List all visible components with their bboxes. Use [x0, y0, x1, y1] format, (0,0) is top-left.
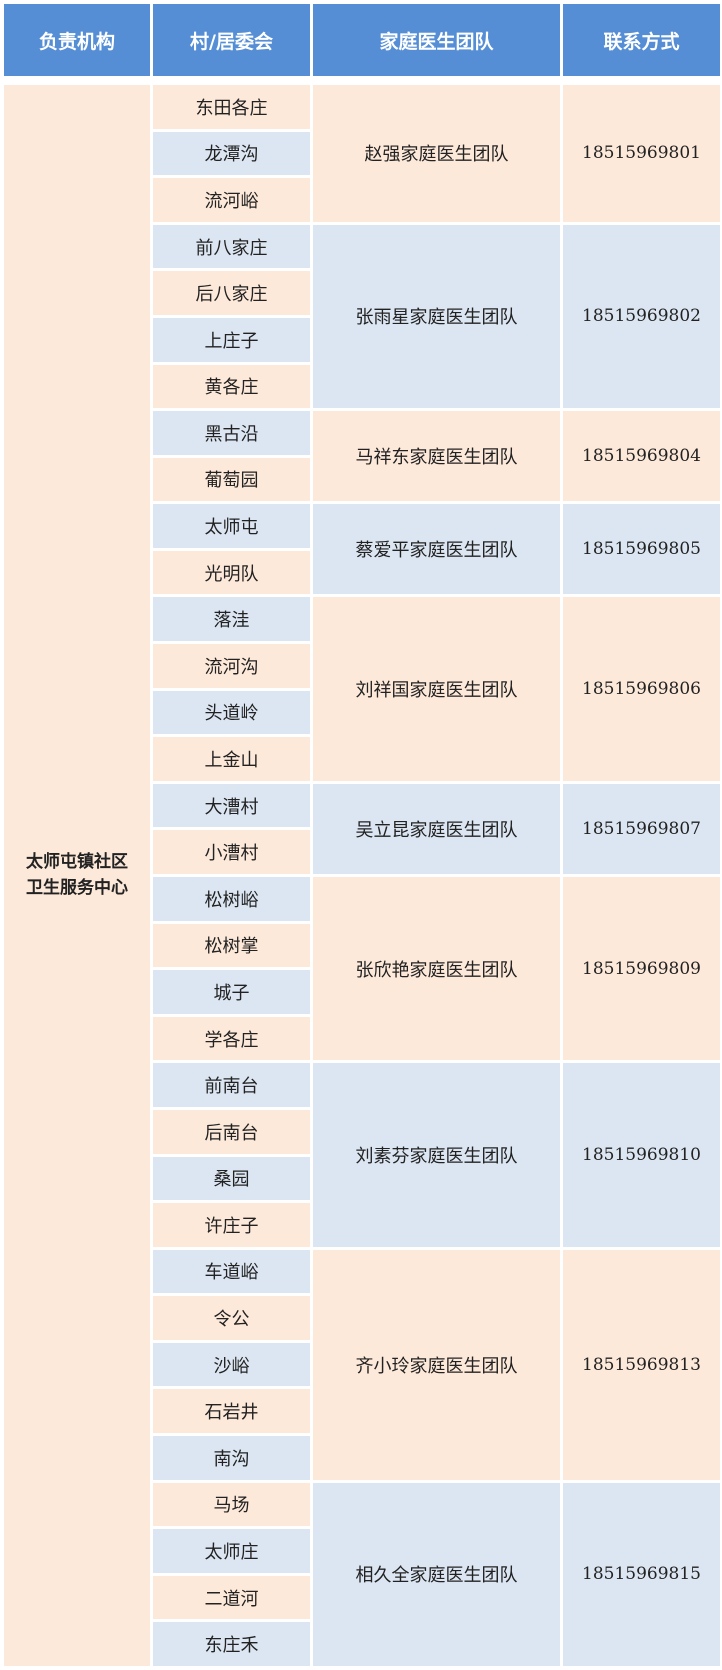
phone-cell: 18515969804 — [563, 411, 720, 502]
team-cell: 赵强家庭医生团队 — [313, 85, 560, 222]
village-cell: 令公 — [153, 1296, 310, 1340]
village-cell: 上金山 — [153, 737, 310, 781]
village-cell: 后南台 — [153, 1109, 310, 1154]
phone-cell: 18515969809 — [563, 876, 720, 1061]
village-cell: 龙潭沟 — [153, 131, 310, 176]
village-cell: 沙峪 — [153, 1342, 310, 1387]
village-cell: 前八家庄 — [153, 224, 310, 269]
team-cell: 马祥东家庭医生团队 — [313, 411, 560, 502]
village-cell: 上庄子 — [153, 317, 310, 362]
team-cell: 蔡爱平家庭医生团队 — [313, 504, 560, 595]
team-cell: 齐小玲家庭医生团队 — [313, 1249, 560, 1480]
village-cell: 葡萄园 — [153, 457, 310, 502]
phone-cell: 18515969815 — [563, 1482, 720, 1666]
village-cell: 城子 — [153, 970, 310, 1014]
village-cell: 黑古沿 — [153, 411, 310, 455]
village-cell: 流河沟 — [153, 644, 310, 688]
column-header: 村/居委会 — [153, 4, 310, 76]
village-cell: 许庄子 — [153, 1203, 310, 1247]
phone-cell: 18515969807 — [563, 783, 720, 874]
village-cell: 南沟 — [153, 1436, 310, 1480]
column-header: 负责机构 — [4, 4, 150, 76]
village-cell: 车道峪 — [153, 1249, 310, 1294]
village-cell: 桑园 — [153, 1156, 310, 1201]
village-cell: 东庄禾 — [153, 1622, 310, 1666]
organization-name-line: 卫生服务中心 — [26, 878, 128, 899]
village-cell: 松树掌 — [153, 923, 310, 968]
organization-name-line: 太师屯镇社区 — [26, 852, 128, 873]
phone-cell: 18515969813 — [563, 1249, 720, 1480]
column-header: 联系方式 — [563, 4, 720, 76]
village-cell: 大漕村 — [153, 783, 310, 828]
village-cell: 小漕村 — [153, 830, 310, 874]
phone-cell: 18515969802 — [563, 224, 720, 409]
team-cell: 相久全家庭医生团队 — [313, 1482, 560, 1666]
team-cell: 张欣艳家庭医生团队 — [313, 876, 560, 1061]
village-cell: 光明队 — [153, 550, 310, 595]
village-cell: 黄各庄 — [153, 364, 310, 409]
village-cell: 二道河 — [153, 1575, 310, 1620]
village-cell: 马场 — [153, 1482, 310, 1527]
village-cell: 落洼 — [153, 597, 310, 642]
team-cell: 张雨星家庭医生团队 — [313, 224, 560, 409]
village-cell: 学各庄 — [153, 1016, 310, 1061]
village-cell: 太师屯 — [153, 504, 310, 548]
village-cell: 前南台 — [153, 1063, 310, 1107]
village-cell: 松树峪 — [153, 876, 310, 921]
team-cell: 刘素芬家庭医生团队 — [313, 1063, 560, 1247]
phone-cell: 18515969806 — [563, 597, 720, 781]
team-cell: 刘祥国家庭医生团队 — [313, 597, 560, 781]
village-cell: 后八家庄 — [153, 271, 310, 315]
phone-cell: 18515969801 — [563, 85, 720, 222]
village-cell: 头道岭 — [153, 690, 310, 735]
village-cell: 东田各庄 — [153, 85, 310, 129]
village-cell: 太师庄 — [153, 1529, 310, 1573]
village-cell: 石岩井 — [153, 1389, 310, 1434]
column-header: 家庭医生团队 — [313, 4, 560, 76]
phone-cell: 18515969810 — [563, 1063, 720, 1247]
team-cell: 吴立昆家庭医生团队 — [313, 783, 560, 874]
phone-cell: 18515969805 — [563, 504, 720, 595]
organization-cell: 太师屯镇社区 卫生服务中心 — [4, 85, 150, 1666]
village-cell: 流河峪 — [153, 178, 310, 222]
